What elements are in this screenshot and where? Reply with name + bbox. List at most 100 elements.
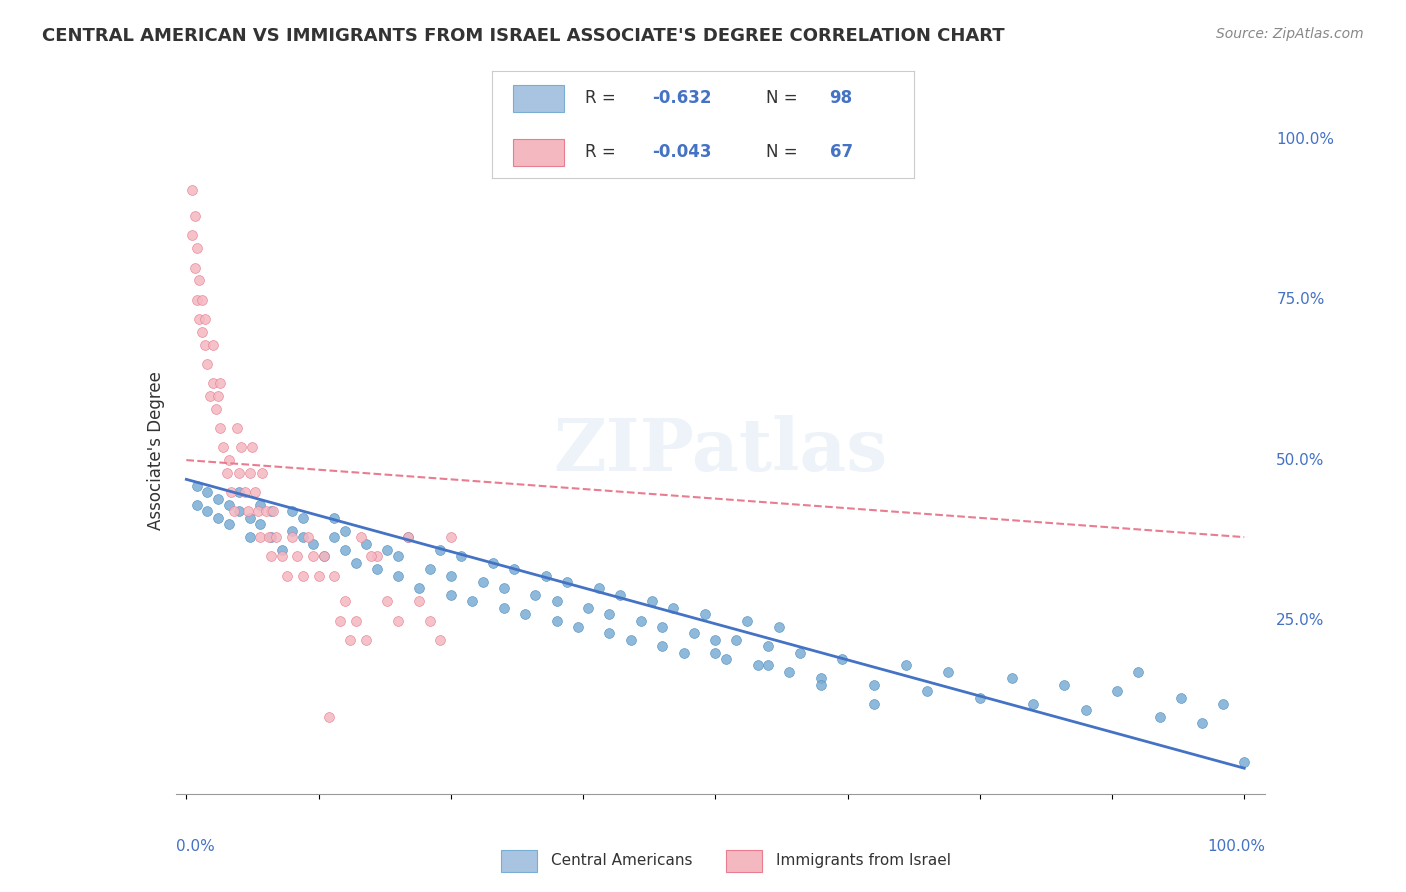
Point	[207, 389, 229, 403]
Point	[218, 498, 240, 512]
Point	[281, 524, 304, 538]
Point	[440, 588, 463, 602]
Point	[281, 504, 304, 518]
Point	[354, 536, 377, 550]
Point	[207, 511, 229, 525]
Point	[471, 575, 494, 590]
Point	[366, 562, 388, 576]
Point	[461, 594, 484, 608]
Point	[312, 549, 335, 564]
Point	[1149, 710, 1171, 724]
Point	[209, 376, 232, 390]
Point	[270, 543, 292, 558]
Text: ZIPatlas: ZIPatlas	[554, 415, 887, 486]
Point	[197, 504, 219, 518]
Point	[228, 504, 250, 518]
Point	[191, 325, 214, 339]
FancyBboxPatch shape	[513, 86, 564, 112]
Point	[260, 530, 283, 544]
Text: 50.0%: 50.0%	[1277, 452, 1324, 467]
Point	[693, 607, 716, 622]
Point	[197, 485, 219, 500]
Point	[215, 466, 238, 480]
Y-axis label: Associate's Degree: Associate's Degree	[146, 371, 165, 530]
FancyBboxPatch shape	[501, 849, 537, 872]
Point	[333, 543, 356, 558]
Point	[747, 658, 769, 673]
Point	[198, 389, 221, 403]
Point	[398, 530, 420, 544]
Point	[360, 549, 382, 564]
Point	[207, 491, 229, 506]
Text: N =: N =	[766, 89, 803, 107]
Text: 98: 98	[830, 89, 852, 107]
Point	[419, 614, 441, 628]
Point	[576, 600, 599, 615]
Point	[546, 614, 568, 628]
Point	[482, 556, 505, 570]
Point	[662, 600, 685, 615]
Point	[1053, 678, 1076, 692]
Point	[641, 594, 664, 608]
Point	[239, 466, 262, 480]
Point	[180, 184, 202, 198]
Point	[419, 562, 441, 576]
Point	[630, 614, 652, 628]
Point	[264, 530, 287, 544]
Point	[333, 594, 356, 608]
Point	[936, 665, 959, 679]
Point	[863, 678, 886, 692]
Point	[810, 671, 832, 685]
Point	[233, 485, 256, 500]
Point	[756, 658, 779, 673]
Point	[1128, 665, 1150, 679]
Point	[188, 273, 211, 287]
Point	[226, 421, 249, 435]
Point	[180, 228, 202, 243]
Point	[863, 697, 886, 711]
Point	[375, 594, 398, 608]
Text: R =: R =	[585, 89, 621, 107]
Point	[252, 466, 274, 480]
Point	[201, 376, 224, 390]
Point	[209, 421, 232, 435]
Point	[287, 549, 309, 564]
Point	[440, 530, 463, 544]
Point	[184, 260, 207, 275]
Point	[492, 600, 515, 615]
Point	[247, 504, 270, 518]
Point	[1170, 690, 1192, 705]
Point	[366, 549, 388, 564]
Point	[281, 530, 304, 544]
Point	[503, 562, 526, 576]
Point	[651, 639, 673, 653]
Point	[1107, 684, 1129, 698]
Text: 25.0%: 25.0%	[1277, 613, 1324, 628]
Point	[239, 511, 262, 525]
Point	[778, 665, 800, 679]
Point	[598, 607, 620, 622]
Point	[323, 511, 346, 525]
Text: 100.0%: 100.0%	[1277, 132, 1334, 146]
Text: R =: R =	[585, 143, 621, 161]
Point	[291, 511, 314, 525]
Point	[291, 530, 314, 544]
Point	[714, 652, 737, 666]
Point	[186, 241, 208, 255]
Point	[254, 504, 277, 518]
Point	[1000, 671, 1022, 685]
FancyBboxPatch shape	[725, 849, 762, 872]
Text: Source: ZipAtlas.com: Source: ZipAtlas.com	[1216, 27, 1364, 41]
Point	[228, 485, 250, 500]
Point	[492, 582, 515, 596]
Point	[188, 311, 211, 326]
Point	[387, 568, 409, 582]
Point	[969, 690, 991, 705]
Point	[725, 632, 748, 647]
Text: -0.043: -0.043	[652, 143, 711, 161]
Point	[239, 530, 262, 544]
Point	[249, 498, 271, 512]
Point	[915, 684, 938, 698]
Point	[184, 209, 207, 223]
Point	[260, 549, 283, 564]
